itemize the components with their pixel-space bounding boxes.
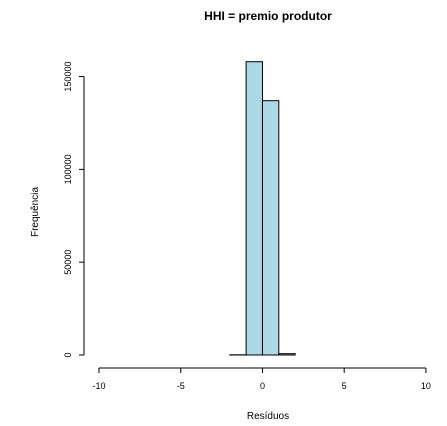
y-tick-label: 50000 xyxy=(63,250,73,275)
x-tick-label: -10 xyxy=(92,381,105,391)
x-tick-label: 10 xyxy=(421,381,431,391)
y-tick-label: 0 xyxy=(63,352,73,357)
x-tick-label: 0 xyxy=(260,381,265,391)
y-axis: 0 50000 100000 150000 xyxy=(63,62,85,358)
histogram-bar xyxy=(261,100,280,356)
x-tick-label: 5 xyxy=(342,381,347,391)
y-tick-label: 150000 xyxy=(63,62,73,92)
y-axis-label: Frequência xyxy=(30,187,41,237)
chart-title: HHI = premio produtor xyxy=(204,9,332,23)
histogram-bar xyxy=(245,61,263,356)
x-tick-label: -5 xyxy=(177,381,185,391)
x-axis: -10 -5 0 5 10 xyxy=(92,367,431,391)
histogram-bars xyxy=(229,61,296,356)
x-axis-label: Resíduos xyxy=(247,411,289,422)
y-tick-label: 100000 xyxy=(63,154,73,184)
histogram-bar xyxy=(278,353,296,356)
